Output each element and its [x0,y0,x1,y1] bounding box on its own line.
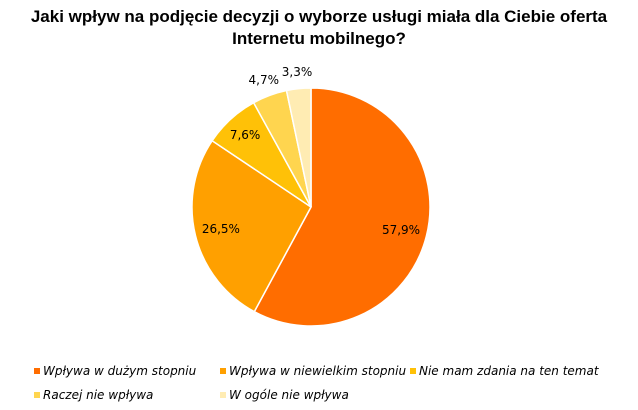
legend-item-large-impact: Wpływa w dużym stopniu [34,364,196,378]
data-label-no-opinion: 7,6% [230,128,261,142]
legend-label: Wpływa w niewielkim stopniu [229,364,407,378]
legend-swatch [34,392,40,398]
legend-label: Raczej nie wpływa [43,388,154,402]
legend-swatch [220,392,226,398]
legend: Wpływa w dużym stopniu Wpływa w niewielk… [0,358,638,408]
data-label-no-impact: 3,3% [282,65,313,79]
slice-small-impact [191,139,312,313]
slice-large-impact [253,87,431,327]
legend-item-rather-no-impact: Raczej nie wpływa [34,388,153,402]
legend-swatch [410,368,416,374]
legend-swatch [220,368,226,374]
legend-swatch [34,368,40,374]
legend-item-no-impact: W ogóle nie wpływa [220,388,349,402]
legend-label: Nie mam zdania na ten temat [419,364,599,378]
data-label-small-impact: 26,5% [202,222,240,236]
slice-no-impact [285,87,312,208]
legend-item-no-opinion: Nie mam zdania na ten temat [410,364,599,378]
legend-label: W ogóle nie wpływa [229,388,349,402]
data-label-large-impact: 57,9% [382,223,420,237]
legend-label: Wpływa w dużym stopniu [43,364,197,378]
chart-title: Jaki wpływ na podjęcie decyzji o wyborze… [30,7,608,48]
data-label-rather-no-impact: 4,7% [249,73,280,87]
legend-item-small-impact: Wpływa w niewielkim stopniu [220,364,406,378]
pie-chart: 57,9% 26,5% 7,6% 4,7%3,3% [191,65,431,327]
